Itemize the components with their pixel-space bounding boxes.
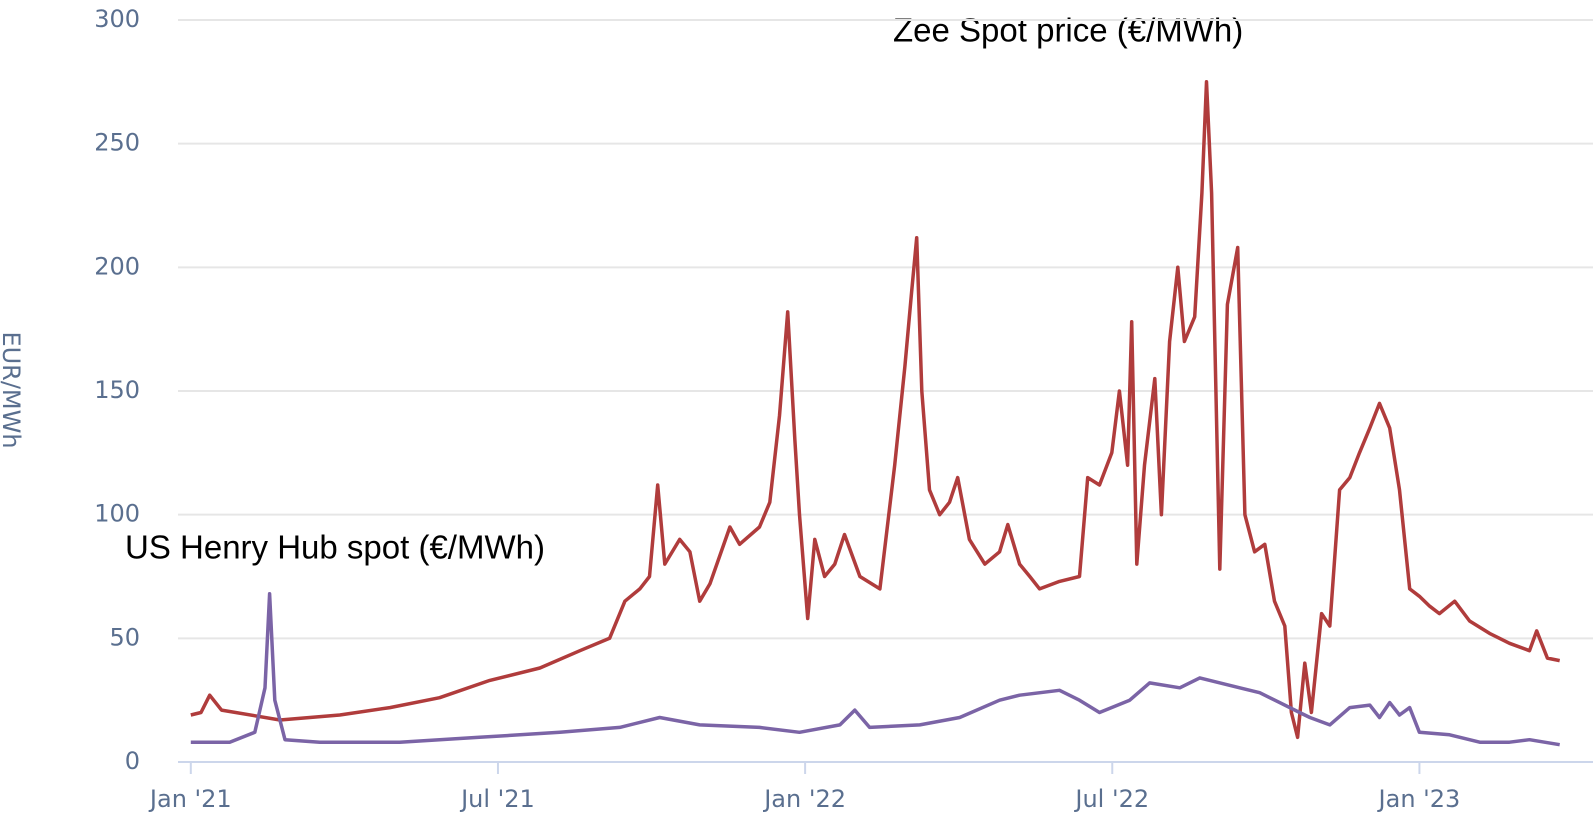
series-line xyxy=(190,80,1561,740)
annotation: Zee Spot price (€/MWh) xyxy=(893,12,1243,49)
y-tick-label: 150 xyxy=(94,376,140,404)
x-tick-label: Jan '21 xyxy=(148,785,232,813)
series-line xyxy=(190,592,1560,747)
y-tick-label: 50 xyxy=(109,623,140,651)
y-tick-label: 0 xyxy=(125,747,140,775)
y-tick-label: 100 xyxy=(94,500,140,528)
y-tick-label: 250 xyxy=(94,129,140,157)
x-tick-label: Jan '23 xyxy=(1377,785,1461,813)
y-tick-label: 200 xyxy=(94,252,140,280)
x-tick-label: Jul '22 xyxy=(1073,785,1149,813)
x-tick-label: Jan '22 xyxy=(762,785,846,813)
y-tick-label: 300 xyxy=(94,5,140,33)
annotation: US Henry Hub spot (€/MWh) xyxy=(125,529,545,566)
x-tick-label: Jul '21 xyxy=(459,785,535,813)
y-axis-label: EUR/MWh xyxy=(0,331,25,448)
